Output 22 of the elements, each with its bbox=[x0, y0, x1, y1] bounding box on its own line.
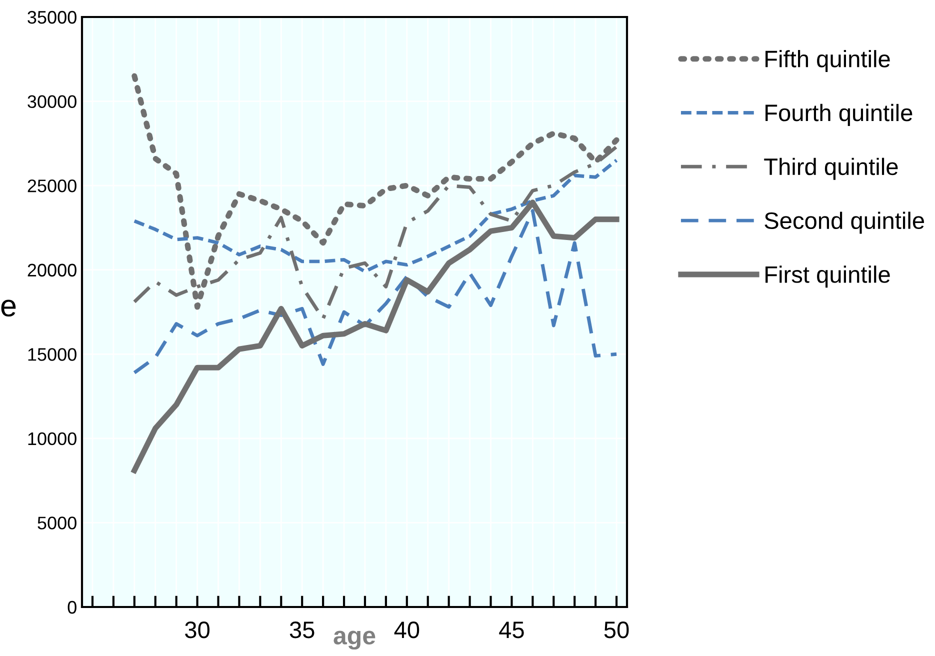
legend-label: First quintile bbox=[766, 266, 890, 288]
y-axis-title: e bbox=[1, 300, 16, 317]
line-series bbox=[132, 158, 618, 274]
legend-label: Second quintile bbox=[764, 212, 924, 234]
legend-label: Fourth quintile bbox=[766, 104, 912, 126]
legend-label: Fifth quintile bbox=[766, 50, 890, 72]
y-tick-label: 20000 bbox=[28, 264, 76, 277]
x-tick-label: 35 bbox=[290, 622, 314, 638]
y-tick-label: 25000 bbox=[28, 180, 76, 192]
legend-label: Third quintile bbox=[764, 158, 898, 180]
y-tick-label: 30000 bbox=[28, 95, 76, 108]
line-series bbox=[132, 209, 618, 374]
y-tick-label: 0 bbox=[68, 600, 76, 614]
y-tick-label: 10000 bbox=[28, 432, 76, 446]
x-tick-label: 40 bbox=[394, 622, 420, 638]
y-tick-label: 35000 bbox=[28, 10, 76, 24]
y-tick-label: 15000 bbox=[28, 348, 76, 361]
x-axis-title: age bbox=[334, 630, 376, 650]
x-tick-label: 30 bbox=[185, 622, 210, 638]
y-tick-label: 5000 bbox=[38, 516, 76, 530]
x-tick-label: 45 bbox=[499, 622, 524, 638]
x-tick-label: 50 bbox=[604, 622, 629, 638]
